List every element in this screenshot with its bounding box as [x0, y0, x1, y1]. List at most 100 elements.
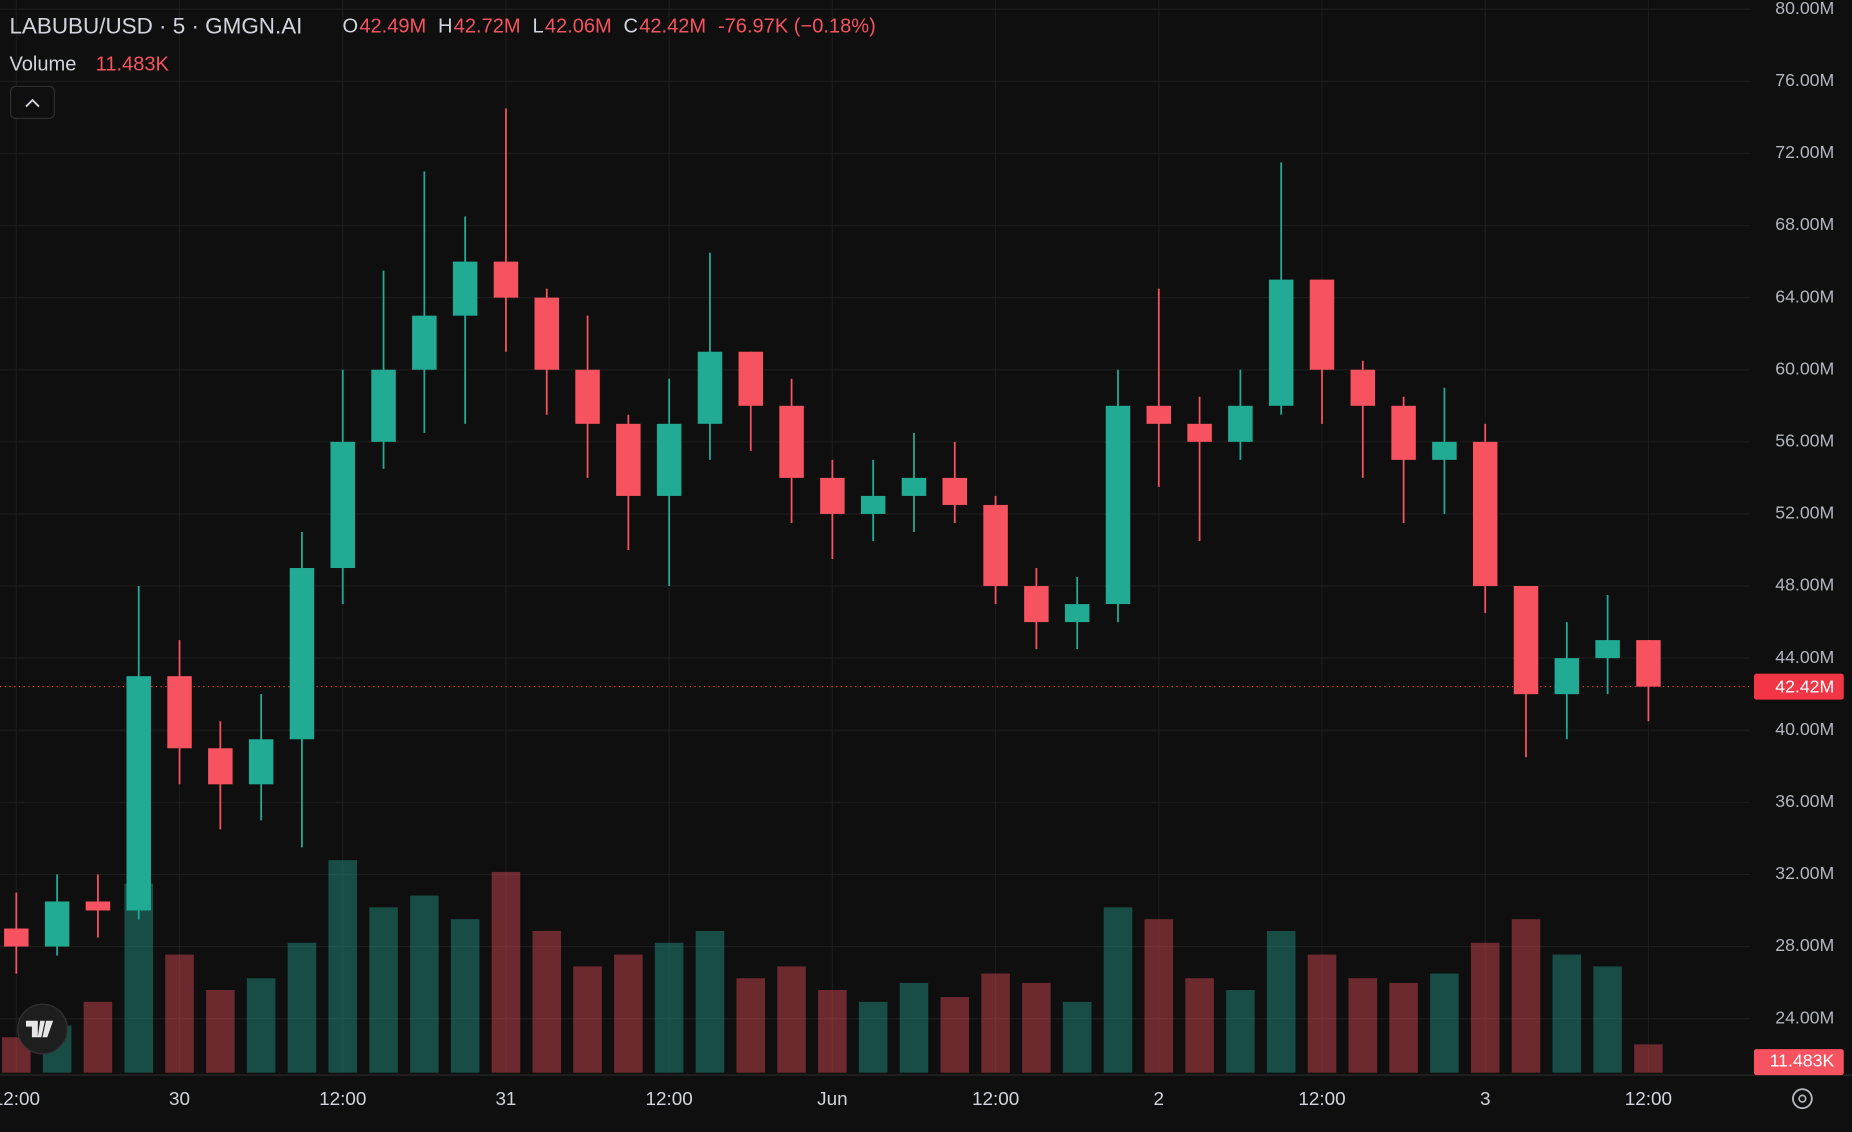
volume-bar [614, 954, 643, 1073]
y-tick-label: 64.00M [1775, 286, 1834, 306]
volume-bar [1226, 990, 1255, 1073]
candle-body [1554, 658, 1580, 695]
legend-value: 42.49M [359, 16, 426, 38]
candle-body [330, 441, 355, 569]
volume-bar [1470, 942, 1500, 1073]
y-tick-label: 32.00M [1775, 863, 1834, 883]
ohlc-legend: O 42.49M H 42.72M L 42.06M C 42.42M -76.97K (−0.… [343, 16, 876, 38]
volume-bar [532, 930, 562, 1073]
legend-key: C [624, 16, 639, 38]
legend-value: 42.72M [454, 16, 521, 38]
settings-button[interactable] [1791, 1088, 1813, 1110]
candle-body [167, 676, 192, 749]
candle-body [208, 748, 233, 785]
collapse-button[interactable] [10, 85, 55, 119]
x-tick-label: 12:00 [0, 1089, 40, 1110]
candle-body [1268, 279, 1294, 406]
candle-body [534, 297, 559, 370]
y-tick-label: 36.00M [1775, 791, 1834, 811]
legend-key: H [438, 16, 453, 38]
candle-body [44, 901, 70, 947]
volume-bar [1062, 1001, 1092, 1073]
volume-bar [940, 997, 970, 1073]
candle-body [1432, 441, 1457, 460]
candle-body [1024, 586, 1049, 623]
x-tick-label: 12:00 [1625, 1089, 1672, 1110]
volume-bar [573, 966, 602, 1073]
candles [4, 108, 1661, 974]
volume-tag [1753, 1049, 1844, 1076]
symbol-title: LABUBU/USD · 5 · GMGN.AI [9, 13, 302, 38]
candle-body [656, 423, 682, 496]
candle-body [1350, 369, 1376, 406]
candle-body [4, 928, 29, 947]
y-tick-label: 80.00M [1775, 0, 1834, 18]
candle-body [126, 676, 151, 911]
volume-bar [858, 1001, 888, 1073]
volume-bar [1185, 978, 1214, 1073]
candle-body [1309, 279, 1335, 370]
volume-bar [1103, 907, 1133, 1073]
y-tick-label: 28.00M [1775, 935, 1834, 955]
y-tick-label: 40.00M [1775, 719, 1834, 739]
volume-pane [2, 860, 1663, 1073]
tradingview-logo[interactable] [17, 1003, 68, 1055]
legend-value: 42.06M [545, 16, 612, 38]
x-tick-label: 3 [1480, 1089, 1491, 1110]
x-tick-label: 12:00 [646, 1089, 693, 1110]
y-tick-label: 72.00M [1775, 142, 1834, 162]
y-tick-label: 44.00M [1775, 647, 1834, 667]
candle-body [738, 351, 764, 406]
volume-bar [369, 907, 398, 1073]
legend-change: -76.97K (−0.18%) [718, 16, 876, 38]
candle-body [820, 477, 845, 514]
volume-bar [1634, 1044, 1663, 1073]
volume-bar [1511, 919, 1541, 1073]
candle-body [616, 423, 641, 496]
volume-value: 11.483K [96, 54, 170, 76]
y-tick-label: 60.00M [1775, 358, 1834, 378]
volume-label: Volume [9, 54, 76, 76]
volume-bar [450, 919, 480, 1073]
x-tick-label: 12:00 [1298, 1089, 1345, 1110]
volume-bar [1022, 982, 1051, 1073]
volume-bar [777, 966, 806, 1073]
candle-body [779, 405, 804, 478]
candle-body [85, 901, 111, 911]
x-tick-label: 12:00 [972, 1089, 1019, 1110]
volume-bar [83, 1001, 113, 1073]
volume-bar [410, 895, 439, 1073]
legend-key: O [343, 16, 359, 38]
volume-bar [736, 978, 766, 1073]
volume-bar [899, 982, 929, 1073]
candle-body [1513, 586, 1539, 695]
candle-body [1187, 423, 1212, 442]
volume-tag-label: 11.483K [1770, 1051, 1835, 1071]
last-price-label: 42.42M [1775, 676, 1834, 696]
volume-bar [246, 978, 276, 1073]
candle-body [1105, 405, 1131, 605]
volume-bar [1593, 966, 1622, 1073]
y-tick-label: 56.00M [1775, 431, 1834, 451]
volume-bar [206, 990, 235, 1073]
candle-body [1391, 405, 1416, 460]
y-tick-label: 68.00M [1775, 214, 1834, 234]
volume-bar [1430, 973, 1459, 1073]
volume-bar [1307, 954, 1337, 1073]
y-tick-label: 24.00M [1775, 1007, 1834, 1027]
candle-body [412, 315, 437, 370]
candle-body [1595, 640, 1620, 659]
candle-body [493, 261, 519, 298]
candle-body [983, 504, 1008, 587]
volume-bar [328, 860, 358, 1073]
axes: 24.00M 28.00M 32.00M 36.00M 40.00M 44.00M 48.0… [0, 0, 1844, 1110]
volume-bar [1552, 954, 1582, 1073]
volume-bar [1144, 919, 1174, 1073]
last-price-tag [1753, 673, 1844, 700]
x-tick-label: 30 [169, 1089, 190, 1110]
legend-key: L [532, 16, 543, 38]
volume-bar [1389, 982, 1418, 1073]
volume-bar [695, 930, 725, 1073]
